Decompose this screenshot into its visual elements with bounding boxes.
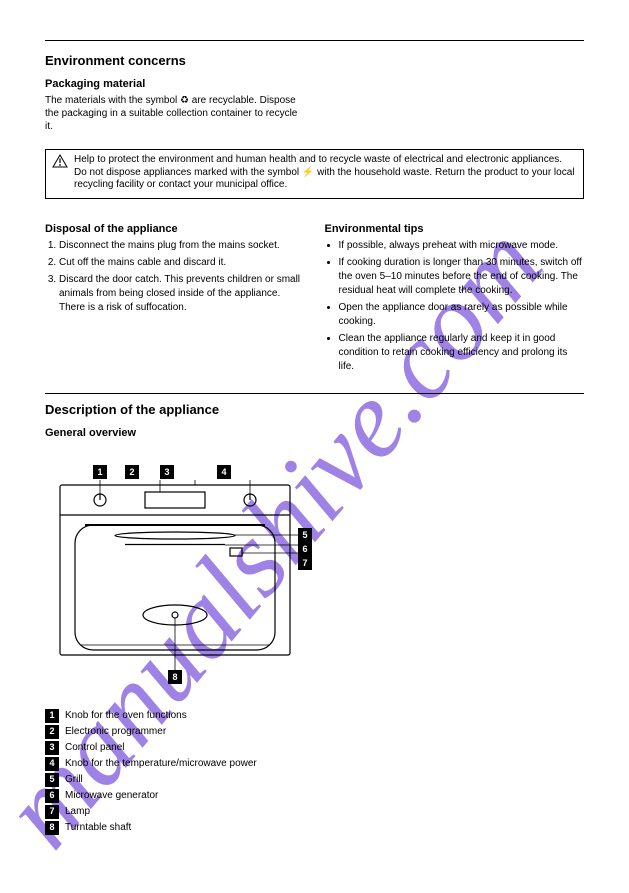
warning-text: Help to protect the environment and huma… [74, 154, 577, 192]
horizontal-rule-top [45, 40, 584, 41]
legend-label: Lamp [65, 807, 90, 817]
legend-row: 3 Control panel [45, 741, 584, 755]
list-item: Discard the door catch. This prevents ch… [59, 273, 305, 315]
legend-row: 4 Knob for the temperature/microwave powe… [45, 757, 584, 771]
svg-text:4: 4 [221, 467, 226, 477]
disposal-tips-row: Disposal of the appliance Disconnect the… [45, 207, 584, 377]
legend-label: Electronic programmer [65, 727, 166, 737]
legend-badge: 6 [45, 789, 59, 803]
page-content: Environment concerns Packaging material … [0, 0, 629, 893]
legend-label: Microwave generator [65, 791, 158, 801]
legend-row: 1 Knob for the oven functions [45, 709, 584, 723]
svg-text:6: 6 [302, 544, 307, 554]
legend-badge: 7 [45, 805, 59, 819]
legend-row: 8 Turntable shaft [45, 821, 584, 835]
packaging-heading: Packaging material [45, 78, 305, 90]
list-item: Cut off the mains cable and discard it. [59, 256, 305, 270]
packaging-text: The materials with the symbol ♻ are recy… [45, 94, 305, 133]
description-section: Description of the appliance General ove… [45, 402, 584, 835]
list-item: Disconnect the mains plug from the mains… [59, 239, 305, 253]
horizontal-rule-mid [45, 393, 584, 394]
legend-label: Knob for the oven functions [65, 711, 187, 721]
svg-text:1: 1 [97, 467, 102, 477]
list-item: If cooking duration is longer than 30 mi… [339, 256, 585, 298]
warning-box: Help to protect the environment and huma… [45, 149, 584, 199]
disposal-col: Disposal of the appliance Disconnect the… [45, 207, 305, 377]
environment-col-left: Packaging material The materials with th… [45, 78, 305, 137]
legend-row: 6 Microwave generator [45, 789, 584, 803]
svg-text:5: 5 [302, 530, 307, 540]
legend-label: Control panel [65, 743, 124, 753]
disposal-heading: Disposal of the appliance [45, 223, 305, 235]
legend-badge: 8 [45, 821, 59, 835]
svg-text:7: 7 [302, 558, 307, 568]
legend-label: Turntable shaft [65, 823, 131, 833]
tips-col: Environmental tips If possible, always p… [325, 207, 585, 377]
list-item: Clean the appliance regularly and keep i… [339, 332, 585, 374]
description-heading: Description of the appliance [45, 402, 584, 417]
environment-heading: Environment concerns [45, 53, 584, 68]
tips-heading: Environmental tips [325, 223, 585, 235]
environment-columns: Packaging material The materials with th… [45, 78, 584, 137]
legend-label: Knob for the temperature/microwave power [65, 759, 257, 769]
legend-row: 7 Lamp [45, 805, 584, 819]
legend-badge: 4 [45, 757, 59, 771]
legend-badge: 1 [45, 709, 59, 723]
legend-badge: 5 [45, 773, 59, 787]
legend-badge: 2 [45, 725, 59, 739]
list-item: Open the appliance door as rarely as pos… [339, 301, 585, 329]
legend-row: 2 Electronic programmer [45, 725, 584, 739]
legend-label: Grill [65, 775, 83, 785]
warning-icon [52, 154, 68, 173]
legend: 1 Knob for the oven functions 2 Electronic… [45, 709, 584, 835]
environment-section: Environment concerns Packaging material … [45, 53, 584, 377]
environment-col-right [325, 78, 585, 137]
tips-list: If possible, always preheat with microwa… [325, 239, 585, 374]
disposal-steps: Disconnect the mains plug from the mains… [45, 239, 305, 315]
oven-diagram: 1 2 3 4 5 6 7 8 [45, 445, 584, 695]
svg-text:8: 8 [172, 672, 177, 682]
legend-row: 5 Grill [45, 773, 584, 787]
legend-badge: 3 [45, 741, 59, 755]
svg-text:2: 2 [129, 467, 134, 477]
list-item: If possible, always preheat with microwa… [339, 239, 585, 253]
svg-text:3: 3 [164, 467, 169, 477]
overview-heading: General overview [45, 427, 584, 439]
